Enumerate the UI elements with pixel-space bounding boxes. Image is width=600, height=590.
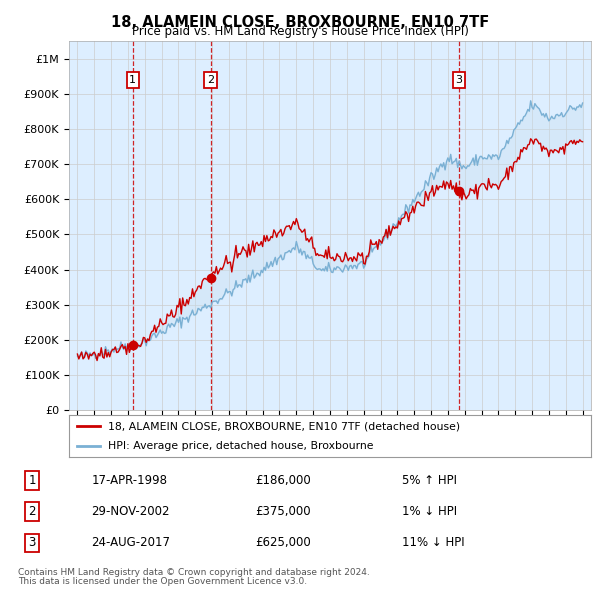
Text: 3: 3 [455, 75, 463, 85]
Text: 29-NOV-2002: 29-NOV-2002 [91, 505, 170, 519]
Text: 17-APR-1998: 17-APR-1998 [91, 474, 167, 487]
Text: Contains HM Land Registry data © Crown copyright and database right 2024.: Contains HM Land Registry data © Crown c… [18, 568, 370, 576]
Text: £625,000: £625,000 [255, 536, 311, 549]
Text: 1: 1 [28, 474, 36, 487]
Text: 5% ↑ HPI: 5% ↑ HPI [401, 474, 457, 487]
Text: 18, ALAMEIN CLOSE, BROXBOURNE, EN10 7TF (detached house): 18, ALAMEIN CLOSE, BROXBOURNE, EN10 7TF … [108, 421, 460, 431]
Text: £186,000: £186,000 [255, 474, 311, 487]
Text: 1: 1 [130, 75, 136, 85]
Text: 24-AUG-2017: 24-AUG-2017 [91, 536, 170, 549]
Text: 1% ↓ HPI: 1% ↓ HPI [401, 505, 457, 519]
Text: £375,000: £375,000 [255, 505, 311, 519]
Text: 18, ALAMEIN CLOSE, BROXBOURNE, EN10 7TF: 18, ALAMEIN CLOSE, BROXBOURNE, EN10 7TF [111, 15, 489, 30]
Text: 3: 3 [28, 536, 36, 549]
Text: 2: 2 [207, 75, 214, 85]
Text: 11% ↓ HPI: 11% ↓ HPI [401, 536, 464, 549]
Text: 2: 2 [28, 505, 36, 519]
Text: HPI: Average price, detached house, Broxbourne: HPI: Average price, detached house, Brox… [108, 441, 374, 451]
Text: This data is licensed under the Open Government Licence v3.0.: This data is licensed under the Open Gov… [18, 577, 307, 586]
Text: Price paid vs. HM Land Registry's House Price Index (HPI): Price paid vs. HM Land Registry's House … [131, 25, 469, 38]
